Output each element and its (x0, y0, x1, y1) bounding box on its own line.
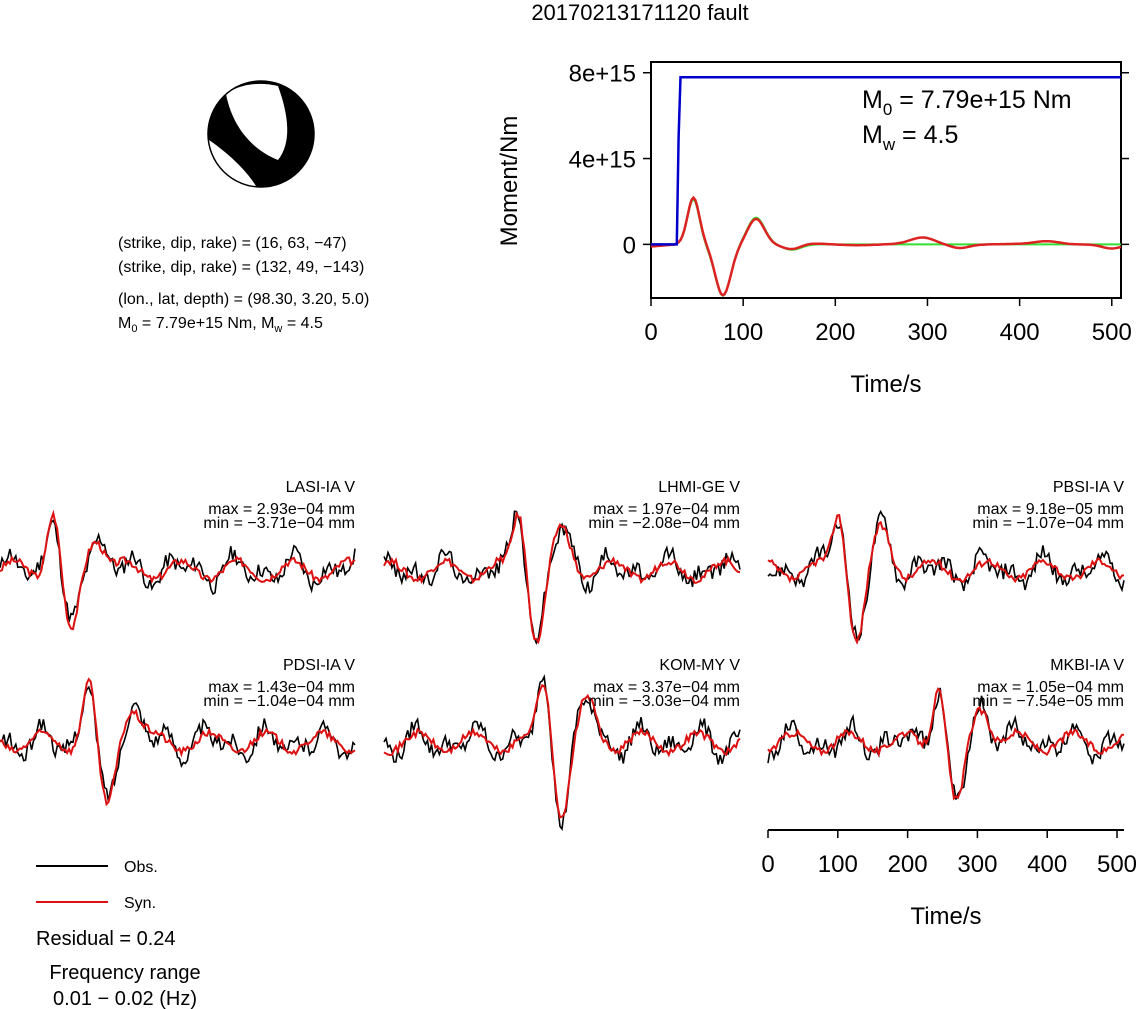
station-max: max = 1.43e−04 mm (208, 679, 355, 696)
moment-y-axis-label: Moment/Nm (496, 116, 523, 247)
mechanism-info: (strike, dip, rake) = (16, 63, −47) (str… (118, 235, 369, 335)
waveform-x-tick-label: 400 (1027, 851, 1067, 878)
station-min: min = −7.54e−05 mm (972, 693, 1124, 710)
moment-x-tick-label: 400 (1000, 319, 1040, 346)
station-max: max = 1.97e−04 mm (593, 501, 740, 518)
moment-x-tick-label: 500 (1092, 319, 1132, 346)
station-name: PBSI-IA V (1053, 479, 1124, 496)
legend-obs-label: Obs. (124, 859, 158, 876)
synthetic-waveform (0, 677, 356, 807)
waveform-x-tick-label: 300 (957, 851, 997, 878)
station-min: min = −3.03e−04 mm (588, 693, 740, 710)
observed-waveform (0, 519, 356, 623)
station-max: max = 9.18e−05 mm (977, 501, 1124, 518)
station-min: min = −1.07e−04 mm (972, 515, 1124, 532)
moment-y-tick-label: 0 (623, 232, 636, 259)
moment-y-tick-label: 8e+15 (569, 61, 636, 88)
moment-y-tick-label: 4e+15 (569, 147, 636, 174)
moment-magnitude-line: M0 = 7.79e+15 Nm, Mw = 4.5 (118, 315, 323, 335)
moment-plot-frame (650, 61, 1122, 299)
moment-red-curve (650, 195, 1122, 297)
waveform-x-axis-label: Time/s (910, 903, 981, 930)
waveform-x-tick-label: 100 (818, 851, 858, 878)
nodal-plane-1: (strike, dip, rake) = (16, 63, −47) (118, 235, 347, 252)
waveform-x-tick-label: 500 (1097, 851, 1137, 878)
station-max: max = 3.37e−04 mm (593, 679, 740, 696)
moment-function-line (651, 75, 1121, 246)
station-name: LASI-IA V (286, 479, 356, 496)
mw-label: Mw = 4.5 (862, 121, 958, 154)
station-name: MKBI-IA V (1050, 657, 1124, 674)
waveform-time-axis: 0 100 200 300 400 500 (761, 829, 1137, 878)
moment-rate-panel: 0 100 200 300 400 500 0 4e+15 8e+15 M0 = 7.79e+1… (496, 61, 1132, 398)
synthetic-waveform (383, 510, 741, 645)
station-min: min = −3.71e−04 mm (203, 515, 355, 532)
waveform-x-tick-label: 200 (888, 851, 928, 878)
beachball-icon (207, 80, 315, 188)
waveform-x-tick-label: 0 (761, 851, 774, 878)
station-max: max = 1.05e−04 mm (977, 679, 1124, 696)
nodal-plane-2: (strike, dip, rake) = (132, 49, −143) (118, 259, 364, 276)
station-name: KOM-MY V (659, 657, 740, 674)
moment-x-tick-label: 200 (815, 319, 855, 346)
station-min: min = −2.08e−04 mm (588, 515, 740, 532)
figure-title: 20170213171120 fault (531, 0, 748, 25)
moment-axes: 0 100 200 300 400 500 0 4e+15 8e+15 (569, 61, 1132, 346)
station-name: PDSI-IA V (283, 657, 355, 674)
moment-x-tick-label: 300 (907, 319, 947, 346)
moment-green-curve (651, 197, 1121, 298)
moment-x-tick-label: 0 (644, 319, 657, 346)
residual-label: Residual = 0.24 (36, 928, 176, 950)
location-depth: (lon., lat, depth) = (98.30, 3.20, 5.0) (118, 291, 369, 308)
frequency-range-value: 0.01 − 0.02 (Hz) (53, 988, 197, 1009)
synthetic-waveform (383, 683, 741, 819)
moment-x-axis-label: Time/s (850, 371, 921, 398)
synthetic-waveform (0, 509, 356, 631)
moment-x-tick-label: 100 (723, 319, 763, 346)
synthetic-waveform (767, 687, 1125, 801)
station-name: LHMI-GE V (658, 479, 740, 496)
legend: Obs. Syn. Residual = 0.24 Frequency rang… (36, 859, 201, 1009)
synthetic-waveform (767, 513, 1125, 645)
station-min: min = −1.04e−04 mm (203, 693, 355, 710)
legend-syn-label: Syn. (124, 895, 156, 912)
frequency-range-title: Frequency range (49, 962, 200, 984)
station-max: max = 2.93e−04 mm (208, 501, 355, 518)
m0-label: M0 = 7.79e+15 Nm (862, 86, 1072, 119)
